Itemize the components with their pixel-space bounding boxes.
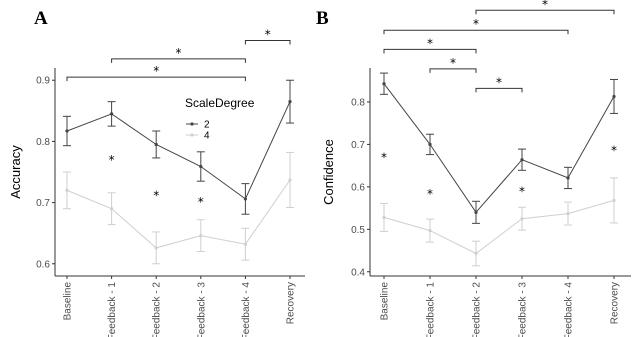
x-tick-label-a: Recovery — [286, 282, 297, 324]
significance-star-b: * — [611, 144, 617, 158]
bracket-star: * — [542, 0, 548, 11]
x-tick-label-a: Feedback - 3 — [196, 282, 207, 337]
significance-star-b: * — [381, 151, 387, 165]
bracket-star: * — [450, 56, 456, 70]
y-axis-label-b: Confidence — [321, 139, 336, 205]
y-tick-label-b: 0.8 — [351, 97, 365, 108]
comparison-bracket-b: * — [383, 17, 569, 35]
comparison-bracket-a: * — [111, 46, 246, 63]
x-tick-label-b: Feedback - 2 — [472, 282, 483, 337]
data-point-a-2 — [243, 197, 247, 201]
bracket-line — [383, 48, 477, 54]
data-point-b-2 — [520, 158, 524, 162]
legend-label-2: 2 — [204, 120, 210, 131]
bracket-star: * — [176, 46, 182, 60]
y-axis-label-a: Accuracy — [8, 145, 23, 199]
x-tick-label-b: Recovery — [610, 282, 621, 324]
significance-star-b: * — [427, 187, 433, 201]
series-line-a-2 — [66, 101, 291, 200]
comparison-bracket-b: * — [429, 56, 477, 73]
data-point-b-4 — [566, 212, 570, 216]
series-line-b-2 — [383, 83, 615, 214]
data-point-b-2 — [566, 176, 570, 180]
x-tick-label-b: Baseline — [380, 282, 391, 321]
data-point-b-2 — [428, 142, 432, 147]
panel-letter-b: B — [316, 8, 329, 29]
data-point-a-2 — [110, 112, 114, 116]
bracket-line — [383, 29, 569, 35]
bracket-line — [475, 9, 615, 15]
bracket-star: * — [473, 17, 479, 31]
data-point-b-4 — [612, 198, 616, 203]
significance-star-b: * — [519, 185, 525, 199]
data-point-a-4 — [288, 178, 292, 182]
x-tick-label-a: Feedback - 2 — [152, 282, 163, 337]
y-tick-label-b: 0.7 — [351, 140, 365, 151]
data-point-a-4 — [110, 207, 114, 211]
y-tick-label-b: 0.6 — [351, 182, 365, 193]
comparison-bracket-b: * — [475, 75, 523, 93]
y-tick-label-a: 0.7 — [36, 198, 50, 209]
data-point-b-2 — [612, 94, 616, 99]
y-tick-label-b: 0.4 — [351, 267, 365, 278]
data-point-b-4 — [520, 217, 524, 221]
data-point-a-4 — [199, 234, 203, 238]
data-point-a-2 — [199, 164, 203, 169]
legend-marker-4 — [190, 133, 194, 137]
comparison-bracket-a: * — [244, 27, 291, 45]
series-line-b-4 — [383, 199, 615, 255]
data-point-b-4 — [474, 251, 478, 256]
data-point-b-4 — [428, 228, 432, 233]
legend-marker-2 — [190, 122, 194, 126]
data-point-b-2 — [382, 82, 386, 86]
data-point-a-2 — [65, 129, 69, 133]
x-tick-label-a: Feedback - 1 — [107, 282, 118, 337]
bracket-star: * — [265, 27, 271, 41]
comparison-bracket-b: * — [383, 36, 477, 54]
data-point-a-4 — [243, 242, 247, 246]
x-tick-label-a: Baseline — [63, 282, 74, 321]
x-tick-label-b: Feedback - 3 — [518, 282, 529, 337]
bracket-star: * — [427, 36, 433, 50]
bracket-line — [475, 87, 523, 93]
bracket-line — [66, 76, 246, 82]
legend: ScaleDegree 24 — [185, 96, 255, 142]
comparison-bracket-a: * — [66, 64, 246, 82]
panel-letter-a: A — [34, 8, 48, 29]
series-line-a-4 — [66, 179, 291, 249]
bracket-star: * — [153, 64, 159, 78]
data-point-a-2 — [288, 100, 292, 104]
data-point-b-2 — [474, 210, 478, 214]
significance-star-a: * — [153, 189, 159, 203]
y-tick-label-b: 0.5 — [351, 225, 365, 236]
significance-star-a: * — [109, 153, 115, 167]
bracket-line — [244, 39, 291, 45]
legend-title: ScaleDegree — [185, 96, 255, 110]
x-tick-label-b: Feedback - 1 — [426, 282, 437, 337]
data-point-a-4 — [154, 246, 158, 250]
panel-b: B 0.4 0.5 0.6 0.7 0.8 Baseline Feedback - 1 Feed… — [316, 0, 631, 337]
bracket-star: * — [496, 75, 502, 89]
data-point-b-4 — [382, 215, 386, 220]
comparison-bracket-b: * — [475, 0, 615, 15]
x-tick-label-a: Feedback - 4 — [241, 282, 252, 337]
significance-star-a: * — [198, 195, 204, 209]
panel-a: A 0.6 0.7 0.8 0.9 Baseline Feedback - 1 Feedbac… — [8, 8, 305, 337]
y-tick-label-a: 0.6 — [36, 259, 50, 270]
data-point-a-4 — [65, 188, 69, 192]
y-tick-label-a: 0.8 — [36, 137, 50, 148]
bracket-line — [111, 58, 246, 63]
bracket-line — [429, 68, 477, 73]
y-tick-label-a: 0.9 — [36, 76, 50, 87]
data-point-a-2 — [154, 142, 158, 147]
legend-label-4: 4 — [204, 131, 210, 142]
x-tick-label-b: Feedback - 4 — [564, 282, 575, 337]
